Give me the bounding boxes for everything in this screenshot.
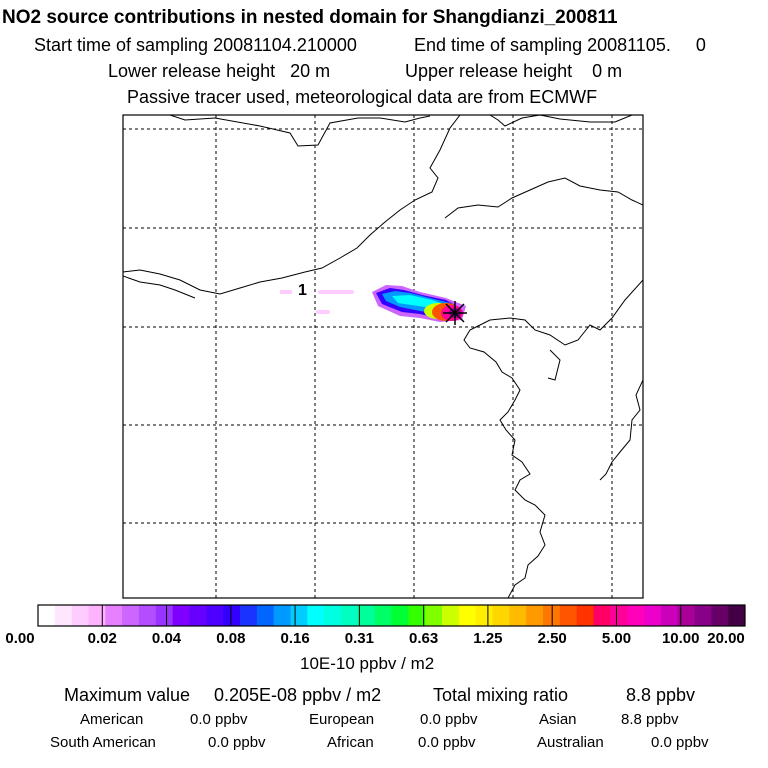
colorbar-cell: [71, 605, 89, 626]
total-mixing-value: 8.8 ppbv: [626, 685, 696, 705]
colorbar-cell: [273, 605, 291, 626]
coastlines-borders: [123, 115, 643, 598]
colorbar-cell: [54, 605, 73, 626]
colorbar-cell: [408, 605, 426, 626]
colorbar-cell: [425, 605, 443, 626]
colorbar-cell: [677, 605, 695, 626]
colorbar-cell: [324, 605, 342, 626]
colorbar-cell: [88, 605, 106, 626]
colorbar-tick-label: 0.02: [87, 630, 117, 647]
colorbar-cell: [38, 605, 56, 626]
colorbar-frame: [37, 604, 746, 627]
max-value: 0.205E-08 ppbv / m2: [214, 685, 382, 705]
colorbar-tick-label: 0.08: [216, 630, 246, 647]
region-value: 0.0 ppbv: [420, 711, 478, 728]
colorbar-cell: [155, 605, 174, 626]
region-value: 0.0 ppbv: [418, 734, 476, 751]
colorbar-cell: [610, 605, 628, 626]
colorbar-tick-label: 0.00: [5, 630, 35, 647]
upper-release-height: Upper release height 0 m: [405, 61, 623, 81]
colorbar-cell: [509, 605, 527, 626]
region-name: European: [309, 711, 375, 728]
region-name: Asian: [539, 711, 577, 728]
colorbar-cell: [139, 605, 157, 626]
end-time-label: End time of sampling 20081105. 0: [414, 35, 706, 55]
region-name: South American: [50, 734, 156, 751]
region-value: 0.0 ppbv: [190, 711, 248, 728]
colorbar-tick-label: 0.16: [280, 630, 310, 647]
colorbar-cell: [458, 605, 477, 626]
max-value-label: Maximum value: [64, 685, 191, 705]
contour-label: 1: [298, 282, 307, 299]
colorbar-cell: [711, 605, 729, 626]
colorbar-cell: [627, 605, 645, 626]
start-time-label: Start time of sampling 20081104.210000: [34, 35, 357, 55]
region-value: 8.8 ppbv: [621, 711, 679, 728]
colorbar-tick-label: 0.04: [151, 630, 182, 647]
region-name: Australian: [537, 734, 604, 751]
colorbar-cell: [728, 605, 746, 626]
colorbar-tick-label: 2.50: [537, 630, 567, 647]
colorbar-tick-label: 0.31: [344, 630, 374, 647]
colorbar-cell: [341, 605, 359, 626]
region-name: African: [327, 734, 374, 751]
colorbar-cell: [172, 605, 190, 626]
colorbar-cell: [526, 605, 544, 626]
colorbar-cell: [307, 605, 325, 626]
figure-title: NO2 source contributions in nested domai…: [2, 7, 618, 28]
colorbar-cell: [644, 605, 662, 626]
region-name: American: [80, 711, 144, 728]
colorbar-cell: [492, 605, 510, 626]
colorbar-cell: [559, 605, 578, 626]
tracer-info: Passive tracer used, meteorological data…: [127, 87, 598, 107]
colorbar-cell: [206, 605, 224, 626]
colorbar-tick-label: 5.00: [601, 630, 632, 647]
colorbar-cell: [593, 605, 611, 626]
colorbar-unit: 10E-10 ppbv / m2: [300, 654, 435, 673]
colorbar-cell: [240, 605, 258, 626]
colorbar-tick-label: 1.25: [473, 630, 503, 647]
colorbar-tick-label: 10.00: [661, 630, 700, 647]
region-value: 0.0 ppbv: [651, 734, 709, 751]
graticule: [123, 115, 643, 598]
colorbar-cell: [290, 605, 308, 626]
colorbar-cell: [694, 605, 712, 626]
colorbar-tick-label: 20.00: [707, 630, 745, 647]
colorbar-cell: [543, 605, 561, 626]
colorbar-cell: [660, 605, 679, 626]
colorbar-tick-label: 0.63: [409, 630, 439, 647]
colorbar-cell: [475, 605, 493, 626]
receptor-star-icon: [443, 301, 467, 325]
colorbar-cell: [105, 605, 123, 626]
colorbar-cell: [256, 605, 275, 626]
colorbar-cell: [374, 605, 392, 626]
lower-release-height: Lower release height 20 m: [108, 61, 331, 81]
colorbar-cell: [122, 605, 140, 626]
region-value: 0.0 ppbv: [208, 734, 266, 751]
colorbar-cell: [391, 605, 409, 626]
colorbar-cell: [442, 605, 460, 626]
colorbar-cell: [189, 605, 207, 626]
colorbar-cell: [576, 605, 594, 626]
colorbar-cell: [223, 605, 241, 626]
colorbar-cell: [357, 605, 376, 626]
total-mixing-label: Total mixing ratio: [433, 685, 569, 705]
